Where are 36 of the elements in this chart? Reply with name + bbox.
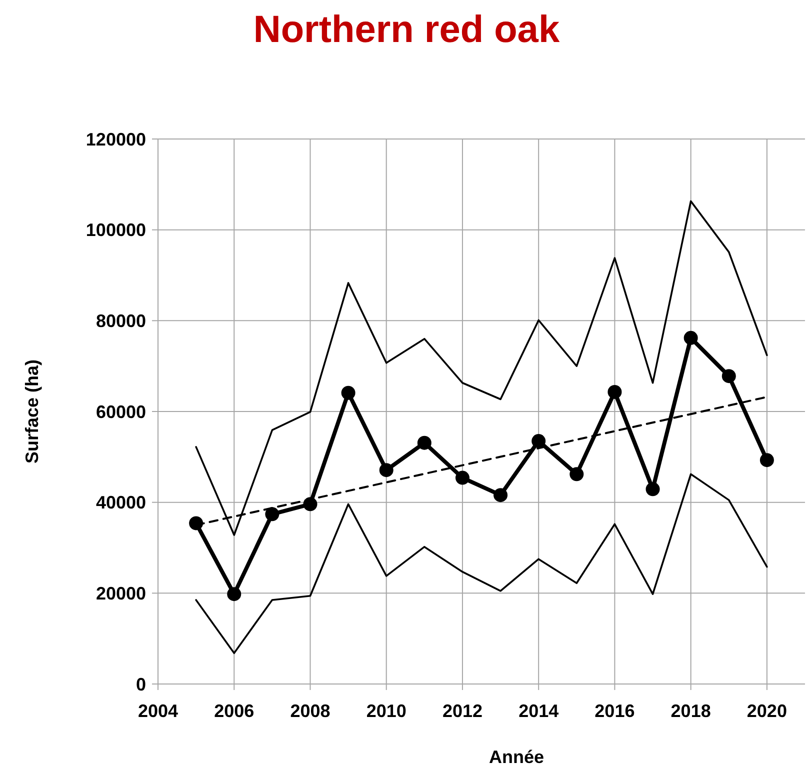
point: [417, 436, 432, 450]
point: [265, 507, 280, 522]
y-tick-label: 20000: [96, 583, 146, 604]
point: [494, 488, 508, 502]
y-tick-label: 0: [136, 674, 146, 694]
y-axis-title: Surface (ha): [22, 359, 42, 464]
chart-title: Northern red oak: [253, 9, 560, 51]
x-tick-label: 2020: [746, 701, 787, 721]
point: [532, 434, 546, 448]
point: [379, 463, 394, 478]
line-series: [195, 473, 768, 654]
point: [760, 453, 774, 468]
line-series: [195, 200, 768, 536]
point: [189, 516, 204, 530]
point: [646, 482, 660, 496]
x-tick-label: 2004: [138, 701, 178, 721]
y-tick-label: 60000: [96, 402, 146, 422]
y-tick-label: 100000: [86, 220, 146, 240]
x-tick-label: 2010: [366, 701, 406, 721]
point: [455, 470, 470, 485]
point: [341, 386, 356, 400]
y-tick-label: 80000: [96, 310, 146, 331]
x-tick-label: 2014: [518, 701, 559, 721]
x-tick-label: 2008: [290, 701, 330, 721]
x-axis-title: Année: [488, 747, 544, 767]
x-tick-label: 2018: [670, 701, 711, 721]
y-tick-label: 120000: [86, 129, 146, 150]
point: [227, 587, 242, 602]
x-tick-label: 2006: [214, 701, 254, 721]
point: [722, 369, 736, 384]
x-tick-label: 2016: [594, 701, 635, 721]
point: [684, 330, 698, 345]
point: [570, 467, 584, 482]
point: [608, 384, 622, 399]
y-tick-label: 40000: [96, 492, 146, 513]
x-tick-label: 2012: [442, 701, 482, 721]
